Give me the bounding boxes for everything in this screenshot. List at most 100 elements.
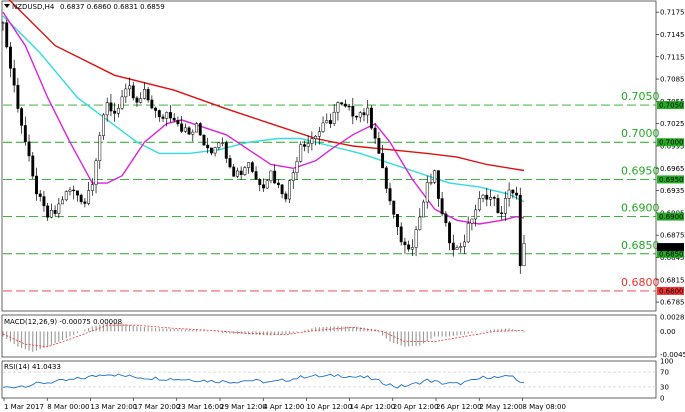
ohlc-values: 0.6837 0.6860 0.6831 0.6859 xyxy=(60,3,165,11)
time-tick-label: 17 Mar 20:00 xyxy=(134,403,181,411)
price-tick-label: 0.6935 xyxy=(660,187,685,195)
current-price-label: 0.6859 xyxy=(659,244,684,252)
candle-body xyxy=(366,107,370,116)
candle-body xyxy=(142,89,146,99)
level-price-box-label: 0.6850 xyxy=(659,250,684,258)
time-tick-label: 13 Mar 20:00 xyxy=(90,403,137,411)
candle-body xyxy=(224,142,228,159)
candle-body xyxy=(35,175,38,195)
candle-body xyxy=(418,216,422,230)
candle-body xyxy=(83,201,87,204)
candle-body xyxy=(280,184,284,195)
candle-body xyxy=(64,191,68,201)
candle-body xyxy=(422,201,425,218)
level-price-box-label: 0.6900 xyxy=(659,213,684,221)
time-tick-label: 1 Mar 2017 xyxy=(4,403,44,411)
time-tick-label: 4 Apr 12:00 xyxy=(263,403,304,411)
level-label: 0.6850 xyxy=(621,239,660,252)
candle-body xyxy=(228,158,232,168)
candle-body xyxy=(46,205,50,218)
level-price-box-label: 0.6950 xyxy=(659,176,684,184)
chart-header[interactable]: NZDUSD,H4 0.6837 0.6860 0.6831 0.6859 xyxy=(4,3,165,11)
candle-body xyxy=(399,226,403,243)
time-tick-label: 8 Mar 00:00 xyxy=(47,403,89,411)
price-panel-border xyxy=(1,0,657,312)
candle-body xyxy=(340,102,344,105)
candle-body xyxy=(321,122,325,132)
time-tick-label: 10 Apr 12:00 xyxy=(306,403,352,411)
price-tick-label: 0.6875 xyxy=(660,232,685,240)
candle-body xyxy=(102,114,105,136)
candle-body xyxy=(444,213,448,224)
candle-body xyxy=(466,222,470,243)
rsi-title: RSI(14) 41.0433 xyxy=(4,363,61,371)
candle-body xyxy=(518,194,522,267)
level-price-box-label: 0.6800 xyxy=(659,287,684,295)
moving-average-line-1 xyxy=(2,15,525,203)
candle-body xyxy=(128,85,131,90)
candle-body xyxy=(507,189,511,199)
candle-body xyxy=(496,198,500,214)
rsi-tick-label: 70 xyxy=(660,369,669,377)
candle-body xyxy=(355,115,358,118)
macd-panel-border xyxy=(1,314,657,358)
candle-body xyxy=(470,218,474,224)
candle-body xyxy=(20,108,24,126)
candle-body xyxy=(284,193,288,200)
candle-body xyxy=(276,182,280,186)
candle-body xyxy=(384,167,388,189)
candle-body xyxy=(440,198,444,215)
candle-body xyxy=(262,184,265,189)
rsi-tick-label: 0 xyxy=(660,395,664,403)
candle-body xyxy=(522,243,526,267)
candle-body xyxy=(187,127,191,135)
candle-body xyxy=(369,107,373,129)
candle-body xyxy=(448,222,452,244)
candle-body xyxy=(474,209,478,220)
time-tick-label: 29 Mar 12:00 xyxy=(220,403,267,411)
candle-body xyxy=(332,111,336,124)
candle-body xyxy=(410,247,414,250)
price-tick-label: 0.6785 xyxy=(660,299,685,307)
current-price-box xyxy=(657,243,684,252)
time-tick-label: 20 Apr 12:00 xyxy=(393,403,439,411)
candle-body xyxy=(195,123,198,133)
candle-body xyxy=(511,189,515,194)
candle-body xyxy=(247,162,251,168)
candle-body xyxy=(433,170,437,183)
candle-body xyxy=(403,241,407,246)
macd-title: MACD(12,26,9) -0.00075 0.00008 xyxy=(4,318,122,326)
candle-body xyxy=(38,193,42,197)
candle-body xyxy=(306,143,310,147)
level-price-box xyxy=(657,212,684,221)
rsi-panel-border xyxy=(1,360,657,399)
candle-body xyxy=(362,112,366,116)
candle-body xyxy=(109,102,113,112)
candle-body xyxy=(90,184,94,191)
candle-body xyxy=(206,144,210,149)
level-price-box xyxy=(657,286,684,295)
candle-body xyxy=(273,170,277,184)
candle-body xyxy=(288,180,292,200)
candle-body xyxy=(314,136,318,139)
candle-body xyxy=(392,200,396,215)
level-label: 0.6900 xyxy=(621,202,660,215)
level-label: 0.7050 xyxy=(621,90,660,103)
price-tick-label: 0.7145 xyxy=(660,31,685,39)
dropdown-triangle-icon[interactable] xyxy=(4,4,10,8)
level-price-box-label: 0.7000 xyxy=(659,139,684,147)
candle-body xyxy=(75,190,79,196)
candle-body xyxy=(236,170,239,177)
candle-body xyxy=(120,96,124,109)
candle-body xyxy=(388,188,392,202)
level-label: 0.6950 xyxy=(621,164,660,177)
level-label: 0.7000 xyxy=(621,127,660,140)
candle-body xyxy=(351,105,355,117)
macd-indicator: 0.00282 0.00 -0.00450 xyxy=(2,313,685,359)
candle-body xyxy=(243,167,247,175)
candle-body xyxy=(198,123,202,136)
candle-body xyxy=(31,155,35,177)
